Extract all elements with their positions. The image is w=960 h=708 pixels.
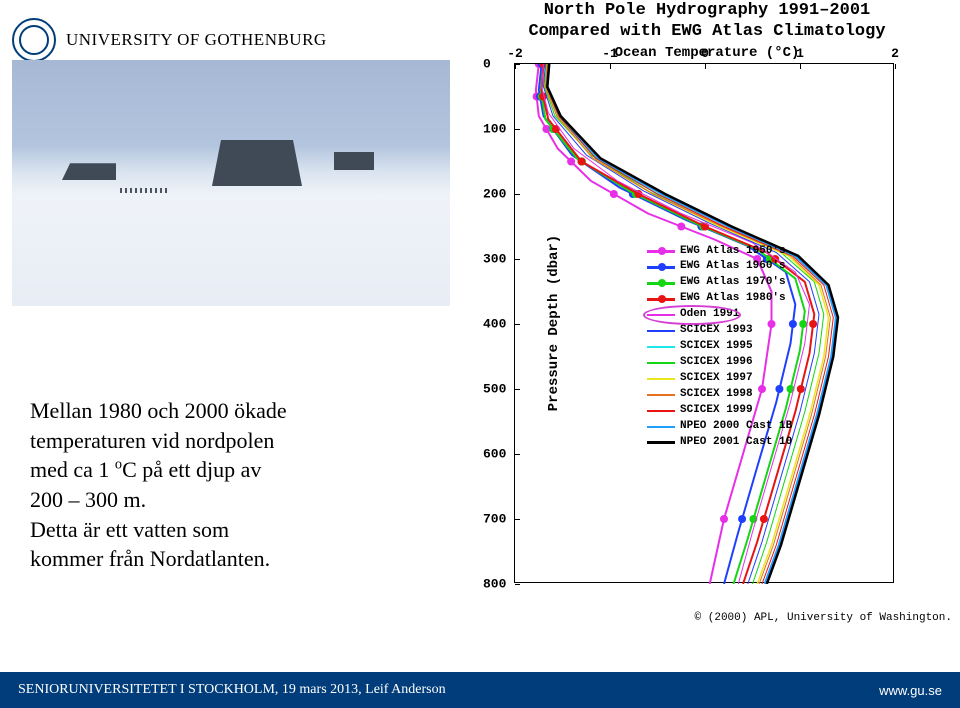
x-tick-label: 2	[891, 46, 899, 61]
y-tick-label: 600	[483, 446, 506, 461]
text-line: temperaturen vid nordpolen	[30, 426, 460, 456]
legend-item: SCICEX 1995	[647, 339, 792, 355]
plot-area: EWG Atlas 1950'sEWG Atlas 1960'sEWG Atla…	[514, 63, 894, 583]
legend-item: Oden 1991	[647, 307, 792, 323]
ship-icon	[62, 156, 116, 180]
y-tick-label: 400	[483, 316, 506, 331]
footer: SENIORUNIVERSITETET I STOCKHOLM, 19 mars…	[0, 672, 960, 708]
legend-item: EWG Atlas 1980's	[647, 291, 792, 307]
footer-url: www.gu.se	[879, 683, 942, 698]
university-name: UNIVERSITY OF GOTHENBURG	[66, 30, 327, 50]
university-logo-icon	[12, 18, 56, 62]
y-tick-label: 800	[483, 576, 506, 591]
x-tick-label: 0	[701, 46, 709, 61]
legend-item: SCICEX 1999	[647, 403, 792, 419]
legend: EWG Atlas 1950'sEWG Atlas 1960'sEWG Atla…	[647, 244, 792, 451]
legend-item: SCICEX 1998	[647, 387, 792, 403]
y-tick-label: 300	[483, 251, 506, 266]
y-tick-label: 0	[483, 56, 491, 71]
chart: North Pole Hydrography 1991–2001 Compare…	[454, 0, 960, 630]
people-on-ice	[120, 180, 220, 184]
legend-item: EWG Atlas 1950's	[647, 244, 792, 260]
text-line: med ca 1 oC på ett djup av	[30, 455, 460, 485]
photo-icebreaker	[12, 60, 450, 306]
x-tick-label: -1	[602, 46, 618, 61]
legend-item: SCICEX 1993	[647, 323, 792, 339]
legend-item: SCICEX 1996	[647, 355, 792, 371]
body-text: Mellan 1980 och 2000 ökade temperaturen …	[30, 396, 460, 574]
x-tick-label: 1	[796, 46, 804, 61]
header: UNIVERSITY OF GOTHENBURG	[12, 18, 327, 62]
ship-icon	[212, 140, 302, 186]
footer-text: SENIORUNIVERSITETET I STOCKHOLM, 19 mars…	[18, 682, 446, 698]
text-line: 200 – 300 m.	[30, 485, 460, 515]
text-line: Mellan 1980 och 2000 ökade	[30, 396, 460, 426]
x-tick-label: -2	[507, 46, 523, 61]
y-tick-label: 100	[483, 121, 506, 136]
legend-item: NPEO 2001 Cast 10	[647, 435, 792, 451]
plot-wrap: Pressure Depth (dbar) EWG Atlas 1950'sEW…	[514, 63, 960, 583]
chart-credit: © (2000) APL, University of Washington.	[695, 612, 952, 624]
ship-icon	[334, 152, 374, 170]
y-tick-label: 700	[483, 511, 506, 526]
chart-title: North Pole Hydrography 1991–2001 Compare…	[454, 0, 960, 43]
text-line: kommer från Nordatlanten.	[30, 544, 460, 574]
y-tick-label: 200	[483, 186, 506, 201]
text-line: Detta är ett vatten som	[30, 515, 460, 545]
legend-item: EWG Atlas 1970's	[647, 275, 792, 291]
legend-item: EWG Atlas 1960's	[647, 259, 792, 275]
y-tick-label: 500	[483, 381, 506, 396]
legend-item: SCICEX 1997	[647, 371, 792, 387]
legend-item: NPEO 2000 Cast 1B	[647, 419, 792, 435]
